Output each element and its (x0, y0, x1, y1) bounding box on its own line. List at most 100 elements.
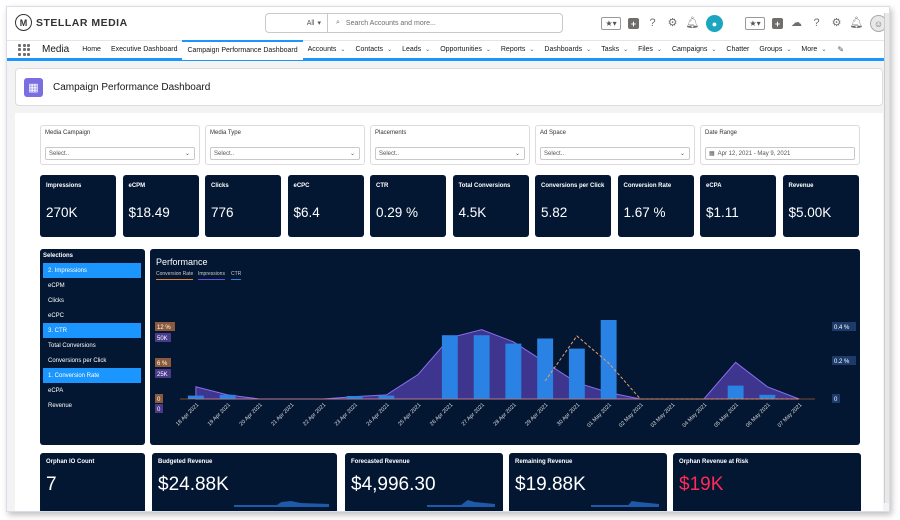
global-actions-icon[interactable]: + (628, 18, 639, 29)
user-avatar[interactable]: ● (706, 15, 723, 32)
selection-item[interactable]: 1. Conversion Rate (43, 368, 141, 383)
chevron-down-icon[interactable]: ⌄ (340, 47, 346, 53)
nav-item-campaign-performance-dashboard[interactable]: Campaign Performance Dashboard (182, 39, 303, 60)
kpi-label: Conversions per Click (541, 183, 605, 189)
impressions-bar (187, 395, 204, 399)
chevron-down-icon[interactable]: ⌄ (623, 47, 629, 53)
chevron-down-icon[interactable]: ⌄ (656, 47, 662, 53)
help-icon[interactable]: ? (649, 17, 656, 29)
favorites-icon[interactable]: ★▾ (745, 17, 765, 30)
placements-select[interactable]: Select.. ⌄ (375, 147, 525, 160)
kpi-card[interactable]: Impressions 270K (40, 175, 116, 237)
edit-nav-pencil-icon[interactable]: ✎ (837, 45, 845, 54)
nav-item-dashboards[interactable]: Dashboards ⌄ (539, 40, 596, 60)
impressions-bar (473, 335, 490, 399)
selection-item[interactable]: 3. CTR (43, 323, 141, 338)
impressions-bar (505, 343, 522, 399)
legend-conversion-rate[interactable]: Conversion Rate (156, 271, 194, 280)
kpi-value: 5.82 (541, 205, 568, 220)
kpi-card[interactable]: eCPC $6.4 (287, 175, 364, 237)
chevron-down-icon[interactable]: ⌄ (786, 47, 792, 53)
nav-item-files[interactable]: Files ⌄ (633, 40, 667, 60)
brand-mark-icon: M (15, 14, 32, 31)
filter-label: Media Type (210, 130, 241, 136)
kpi-card[interactable]: Revenue $5.00K (782, 175, 859, 237)
chevron-down-icon: ⌄ (184, 151, 190, 157)
nav-item-opportunities[interactable]: Opportunities ⌄ (435, 40, 496, 60)
app-window: M STELLAR MEDIA All ▾ ⌕ Search Accounts … (6, 6, 890, 512)
kpi-card[interactable]: CTR 0.29 % (370, 175, 446, 237)
impressions-bar (346, 396, 363, 399)
legend-ctr[interactable]: CTR (231, 271, 242, 280)
setup-gear-icon[interactable]: ⚙ (667, 17, 678, 29)
page-scrollbar[interactable] (884, 13, 889, 503)
kpi-card[interactable]: eCPA $1.11 (700, 175, 776, 237)
chevron-down-icon[interactable]: ⌄ (821, 47, 827, 53)
favorites-icon[interactable]: ★▾ (601, 17, 621, 30)
summary-kpi-card[interactable]: Forecasted Revenue $4,996.30 (345, 453, 503, 511)
kpi-card[interactable]: Conversions per Click 5.82 (535, 175, 611, 237)
nav-item-more[interactable]: More ⌄ (796, 40, 831, 60)
kpi-value: $4,996.30 (351, 474, 436, 495)
nav-item-tasks[interactable]: Tasks ⌄ (596, 40, 633, 60)
kpi-value: 0.29 % (376, 205, 419, 220)
kpi-card[interactable]: eCPM $18.49 (122, 175, 199, 237)
nav-item-executive-dashboard[interactable]: Executive Dashboard (106, 40, 183, 60)
nav-item-label: Campaigns (671, 46, 708, 53)
revenue-sparkline (591, 501, 659, 507)
search-scope-select[interactable]: All ▾ (266, 14, 328, 32)
selection-item[interactable]: Conversions per Click (48, 357, 107, 364)
revenue-sparkline (234, 501, 329, 507)
x-axis-tick-label: 05 May 2021 (713, 402, 740, 429)
search-input[interactable]: ⌕ Search Accounts and more... (328, 19, 436, 27)
chevron-down-icon[interactable]: ⌄ (529, 47, 535, 53)
selection-item[interactable]: Clicks (48, 297, 64, 304)
nav-item-reports[interactable]: Reports ⌄ (496, 40, 540, 60)
notifications-bell-icon[interactable]: 🔔︎ (849, 17, 864, 29)
summary-kpi-card[interactable]: Remaining Revenue $19.88K (509, 453, 667, 511)
nav-item-leads[interactable]: Leads ⌄ (397, 40, 435, 60)
legend-impressions[interactable]: Impressions (198, 271, 225, 280)
selection-item[interactable]: eCPM (48, 282, 65, 289)
chevron-down-icon[interactable]: ⌄ (425, 47, 431, 53)
media-campaign-select[interactable]: Select.. ⌄ (45, 147, 195, 160)
chevron-down-icon[interactable]: ⌄ (711, 47, 717, 53)
nav-item-campaigns[interactable]: Campaigns ⌄ (667, 40, 721, 60)
selection-item[interactable]: Revenue (48, 402, 73, 409)
kpi-label: Revenue (788, 183, 814, 189)
media-type-select[interactable]: Select.. ⌄ (210, 147, 360, 160)
ad-space-select[interactable]: Select.. ⌄ (540, 147, 690, 160)
x-axis-tick-label: 26 Apr 2021 (429, 402, 454, 427)
notifications-bell-icon[interactable]: 🔔︎ (685, 17, 700, 29)
brand-logo[interactable]: M STELLAR MEDIA (15, 14, 128, 31)
selection-item[interactable]: eCPC (48, 312, 65, 319)
setup-gear-icon[interactable]: ⚙ (831, 17, 842, 29)
summary-kpi-card[interactable]: Orphan Revenue at Risk $19K (673, 453, 861, 511)
nav-item-accounts[interactable]: Accounts ⌄ (303, 40, 351, 60)
date-range-picker[interactable]: ▦ Apr 12, 2021 - May 9, 2021 (705, 147, 855, 160)
kpi-card[interactable]: Conversion Rate 1.67 % (617, 175, 694, 237)
kpi-card[interactable]: Total Conversions 4.5K (452, 175, 529, 237)
selection-item[interactable]: eCPA (48, 387, 64, 394)
summary-kpi-card[interactable]: Budgeted Revenue $24.88K (152, 453, 337, 511)
chevron-down-icon[interactable]: ⌄ (586, 47, 592, 53)
app-launcher-icon[interactable] (18, 43, 30, 56)
chevron-down-icon[interactable]: ⌄ (387, 47, 393, 53)
nav-item-chatter[interactable]: Chatter (721, 40, 754, 60)
selection-item[interactable]: Total Conversions (48, 342, 96, 349)
global-actions-icon[interactable]: + (772, 18, 783, 29)
kpi-card[interactable]: Clicks 776 (205, 175, 281, 237)
axis-tick-bg (155, 333, 171, 342)
trailhead-icon[interactable]: ☁ (791, 17, 802, 29)
nav-item-contacts[interactable]: Contacts ⌄ (350, 40, 397, 60)
nav-item-home[interactable]: Home (77, 40, 106, 60)
summary-kpi-card[interactable]: Orphan IO Count 7 (40, 453, 145, 511)
help-icon[interactable]: ? (813, 17, 820, 29)
nav-item-groups[interactable]: Groups ⌄ (754, 40, 796, 60)
chevron-down-icon[interactable]: ⌄ (485, 47, 491, 53)
select-value: Select.. (49, 150, 70, 157)
kpi-label: eCPC (293, 183, 310, 189)
filter-label: Date Range (705, 130, 738, 136)
global-search[interactable]: All ▾ ⌕ Search Accounts and more... (265, 13, 563, 33)
selection-item[interactable]: 2. Impressions (43, 263, 141, 278)
